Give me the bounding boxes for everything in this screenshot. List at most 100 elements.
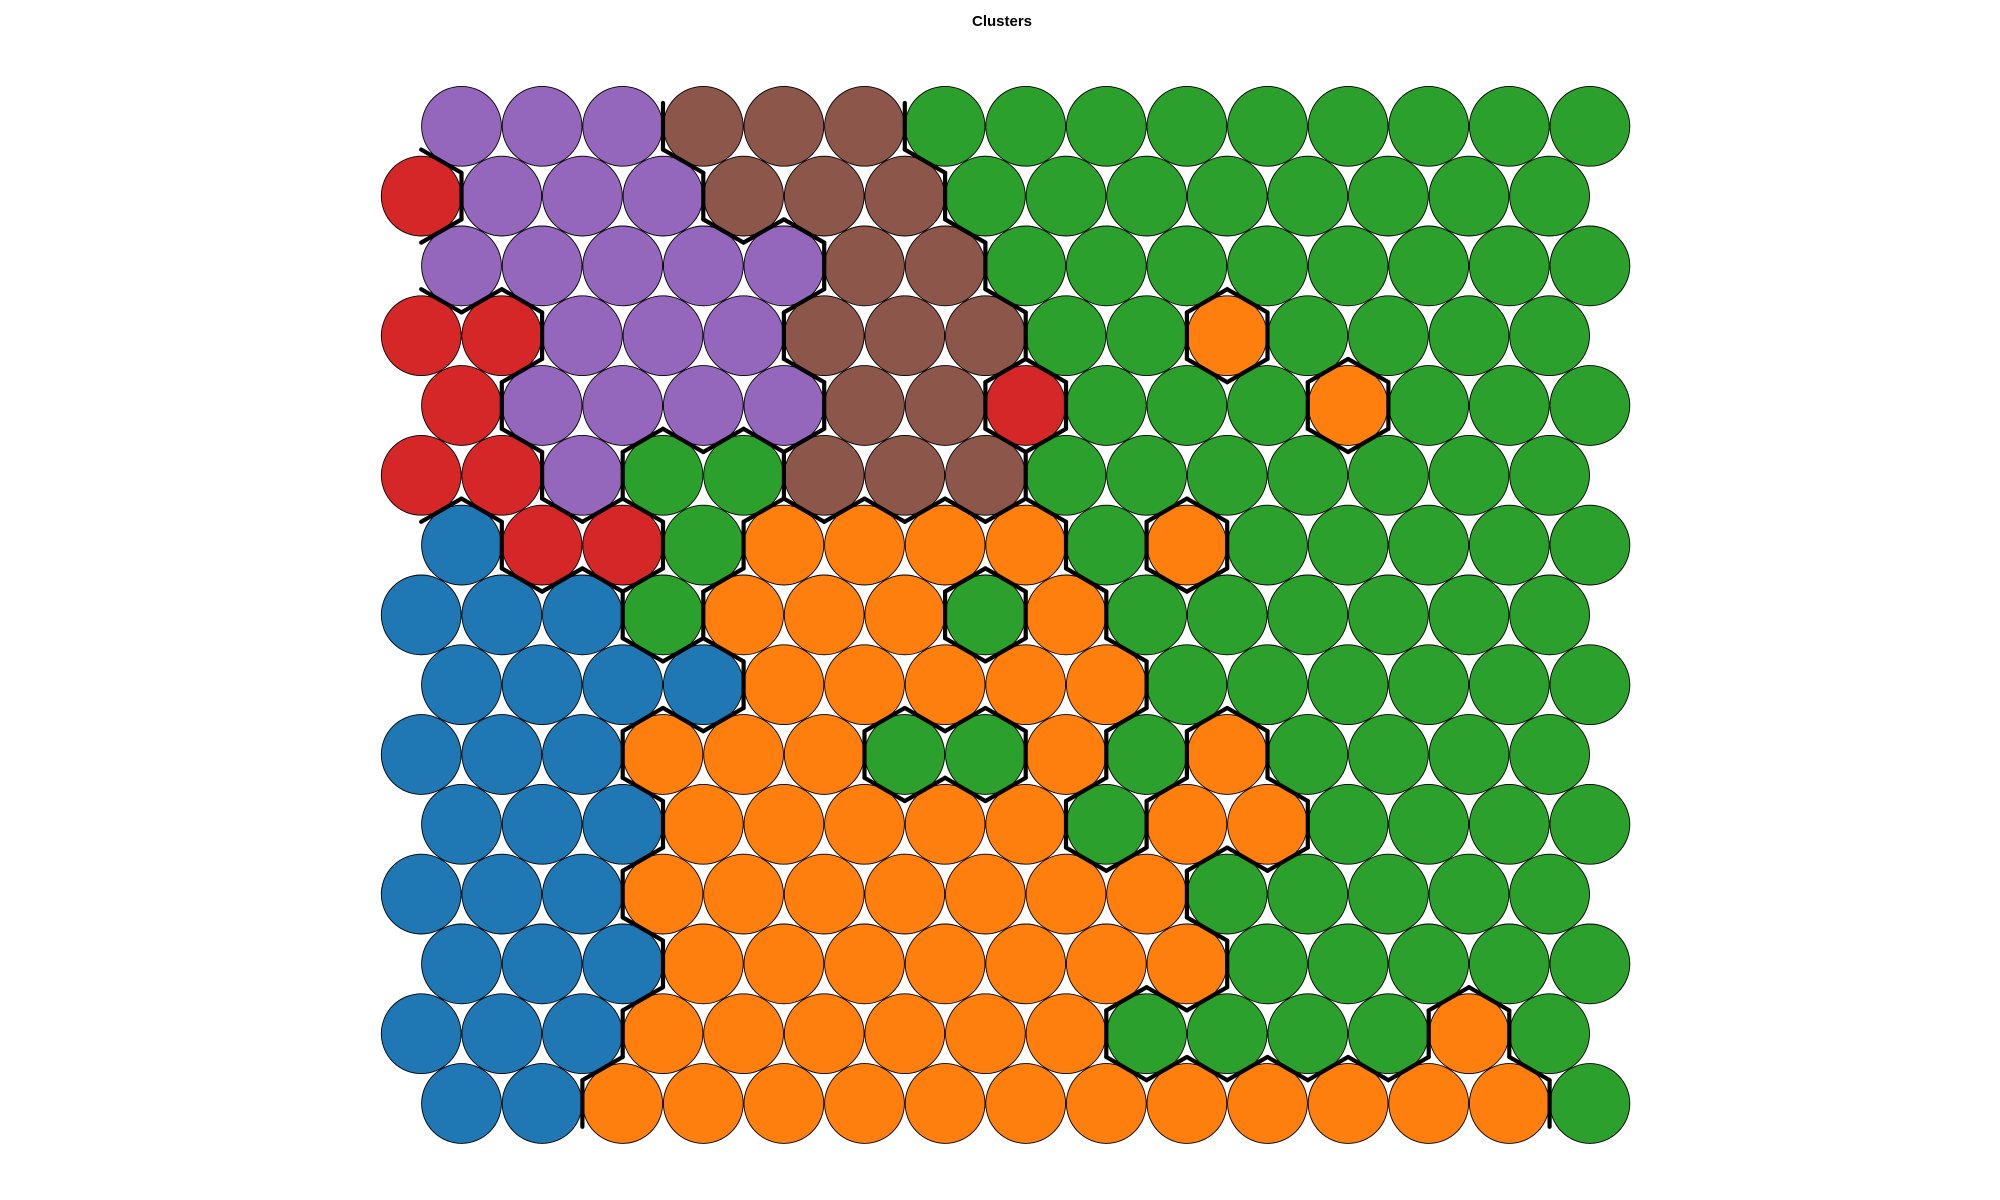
som-node-orange (1025, 993, 1107, 1075)
som-node-blue (421, 923, 502, 1005)
som-node-green (1307, 923, 1389, 1005)
cluster-boundary-segment (983, 705, 1028, 734)
som-node-blue (380, 993, 462, 1075)
som-node-green (945, 574, 1026, 656)
som-node-orange (864, 574, 946, 656)
som-node-orange (662, 1063, 744, 1144)
cluster-boundary-segment (1063, 775, 1109, 804)
cluster-boundary-segment (660, 636, 706, 664)
som-node-blue (421, 783, 502, 865)
som-node-orange (783, 574, 865, 656)
cluster-boundary-segment (620, 426, 666, 455)
cluster-boundary-segment (1225, 356, 1270, 385)
som-node-orange (1186, 295, 1268, 377)
som-node-green (1468, 225, 1550, 307)
som-node-blue (542, 574, 623, 656)
som-node-green (1348, 155, 1429, 237)
som-node-green (1267, 295, 1349, 377)
cluster-boundary-segment (580, 1054, 625, 1083)
som-node-blue (542, 853, 623, 935)
cluster-boundary-segment (1345, 1054, 1391, 1083)
som-node-green (1509, 714, 1590, 795)
som-node-orange (1146, 923, 1228, 1005)
cluster-boundary-segment (741, 217, 787, 245)
som-node-purple (542, 155, 623, 237)
som-node-orange (783, 714, 865, 795)
som-node-orange (824, 783, 905, 865)
som-node-purple (622, 295, 704, 377)
cluster-boundary-segment (539, 566, 585, 594)
som-node-orange (864, 993, 946, 1075)
cluster-boundary-segment (660, 705, 706, 734)
cluster-boundary-segment (942, 217, 988, 245)
cluster-boundary-segment (701, 705, 746, 734)
som-node-green (1267, 993, 1349, 1075)
cluster-boundary-segment (1225, 1054, 1270, 1083)
cluster-boundary-segment (1184, 356, 1230, 385)
som-node-green (1468, 923, 1550, 1005)
som-node-green (1307, 85, 1389, 167)
cluster-boundary-segment (1345, 426, 1391, 455)
som-node-brown (824, 85, 905, 167)
som-node-orange (622, 853, 704, 935)
som-node-green (985, 225, 1067, 307)
cluster-boundary-segment (1184, 915, 1230, 943)
som-node-orange (985, 644, 1067, 726)
som-node-purple (542, 434, 623, 516)
som-node-green (1065, 225, 1147, 307)
cluster-boundary-segment (1466, 985, 1512, 1013)
cluster-boundary-segment (499, 287, 545, 315)
som-node-green (1549, 365, 1631, 446)
som-node-orange (904, 783, 986, 865)
cluster-boundary-segment (459, 287, 504, 315)
som-node-green (1348, 993, 1429, 1075)
cluster-boundary-segment (499, 566, 545, 594)
som-node-green (1468, 644, 1550, 726)
som-node-brown (662, 85, 744, 167)
som-node-green (1227, 644, 1308, 726)
som-node-green (1186, 853, 1268, 935)
cluster-boundary-segment (419, 217, 464, 245)
som-node-green (1267, 574, 1349, 656)
som-node-green (1106, 574, 1187, 656)
som-node-orange (824, 923, 905, 1005)
som-node-blue (380, 714, 462, 795)
som-node-green (1388, 225, 1470, 307)
cluster-boundary-segment (1144, 775, 1190, 804)
som-node-brown (783, 295, 865, 377)
cluster-boundary-segment (419, 496, 464, 524)
som-node-green (1468, 504, 1550, 586)
cluster-boundary-segment (1144, 1054, 1190, 1083)
som-node-purple (582, 365, 664, 446)
som-node-red (582, 504, 664, 586)
som-node-brown (783, 434, 865, 516)
som-node-orange (904, 504, 986, 586)
som-node-orange (904, 644, 986, 726)
som-node-orange (1065, 923, 1147, 1005)
som-node-green (1509, 853, 1590, 935)
cluster-boundary-segment (1305, 356, 1351, 385)
som-node-blue (501, 923, 583, 1005)
som-node-red (421, 365, 502, 446)
som-node-orange (824, 644, 905, 726)
som-node-green (1428, 574, 1510, 656)
som-node-green (1186, 434, 1268, 516)
som-node-orange (703, 853, 784, 935)
cluster-boundary-segment (499, 426, 545, 455)
cluster-boundary-segment (902, 775, 948, 804)
som-node-green (1348, 714, 1429, 795)
cluster-boundary-segment (1104, 985, 1149, 1013)
som-node-orange (945, 853, 1026, 935)
som-node-brown (824, 225, 905, 307)
som-node-green (1227, 923, 1308, 1005)
som-node-green (1227, 365, 1308, 446)
som-node-brown (945, 295, 1026, 377)
cluster-boundary-segment (539, 496, 585, 524)
cluster-boundary-segment (1104, 845, 1149, 873)
som-node-green (1307, 504, 1389, 586)
som-node-green (1065, 365, 1147, 446)
cluster-boundary-segment (902, 147, 948, 175)
cluster-boundary-segment (1104, 705, 1149, 734)
som-node-purple (421, 85, 502, 167)
som-node-orange (1428, 993, 1510, 1075)
